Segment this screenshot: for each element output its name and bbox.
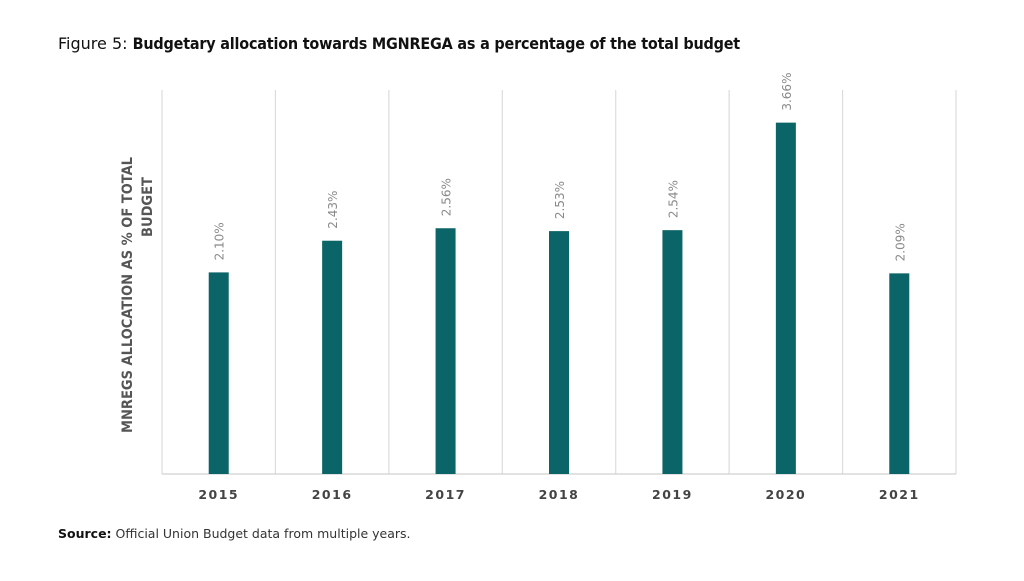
bar-2019 [662, 230, 683, 474]
bar-2017 [435, 228, 456, 474]
source-label: Source: [58, 526, 112, 541]
y-axis-label-line2: BUDGET [140, 177, 156, 237]
data-label: 2.10% [213, 222, 227, 260]
bar-2018 [549, 231, 569, 474]
bar-2020 [775, 122, 796, 474]
x-tick-label: 2020 [765, 487, 806, 502]
data-label: 3.66% [780, 73, 794, 111]
source-note: Source: Official Union Budget data from … [58, 526, 411, 541]
y-axis-label-line1: MNREGS ALLOCATION AS % OF TOTAL [120, 157, 136, 433]
figure-number: Figure 5: [58, 34, 128, 53]
figure-caption: Budgetary allocation towards MGNREGA as … [132, 34, 741, 53]
bar-2021 [889, 273, 910, 474]
x-tick-label: 2018 [539, 487, 580, 502]
x-tick-label: 2015 [198, 487, 239, 502]
x-tick-label: 2021 [879, 487, 920, 502]
source-text: Official Union Budget data from multiple… [115, 526, 411, 541]
data-label: 2.09% [893, 223, 907, 261]
x-tick-label: 2017 [425, 487, 466, 502]
data-label: 2.56% [440, 178, 454, 216]
x-tick-label: 2019 [652, 487, 693, 502]
data-label: 2.53% [553, 181, 567, 219]
data-label: 2.43% [326, 191, 340, 229]
x-tick-label: 2016 [312, 487, 353, 502]
bar-2015 [208, 272, 229, 474]
figure-title: Figure 5: Budgetary allocation towards M… [58, 34, 740, 53]
bar-2016 [322, 240, 343, 474]
data-label: 2.54% [666, 180, 680, 218]
